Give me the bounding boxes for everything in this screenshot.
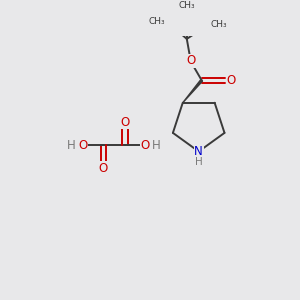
Text: O: O <box>141 139 150 152</box>
Text: CH₃: CH₃ <box>178 1 195 10</box>
Text: H: H <box>195 157 203 166</box>
Text: H: H <box>67 139 76 152</box>
Text: CH₃: CH₃ <box>148 17 165 26</box>
Text: O: O <box>186 54 196 68</box>
Text: N: N <box>194 145 203 158</box>
Text: CH₃: CH₃ <box>210 20 227 29</box>
Text: O: O <box>226 74 236 87</box>
Text: O: O <box>79 139 88 152</box>
Text: O: O <box>121 116 130 129</box>
Text: O: O <box>99 162 108 175</box>
Text: H: H <box>152 139 161 152</box>
Polygon shape <box>183 80 202 103</box>
